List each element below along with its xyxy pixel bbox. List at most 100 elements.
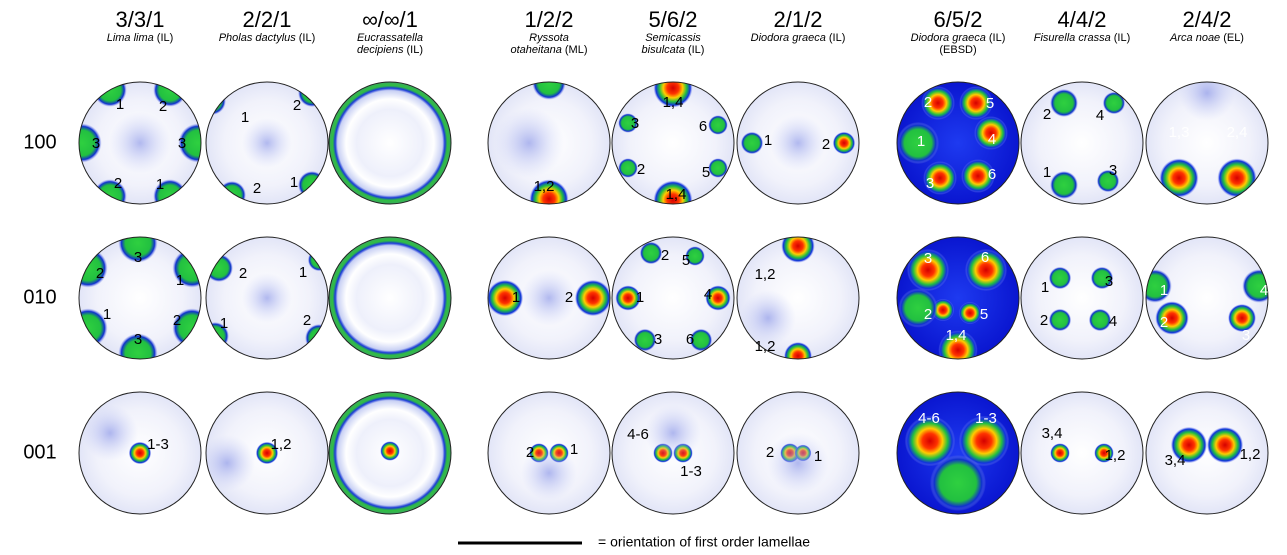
density-spot [1050,443,1070,463]
density-spot [832,131,856,155]
column-header: 5/6/2 Semicassis bisulcata (IL) [628,8,718,57]
pole-label: 2,4 [1227,124,1248,141]
pole-label: 2 [661,247,669,264]
density-spot [206,87,226,115]
pole-figure: 2 1 1 2 [205,236,329,360]
pole-label: 1-3 [680,463,702,480]
pole-label: 1 [917,133,925,150]
pole-label: 3 [926,175,934,192]
species-line: Diodora graeca (IL) [728,32,868,44]
density-spot [82,405,138,461]
method: (IL) [298,32,316,44]
pole-figure-content [1146,392,1268,514]
species-line: Diodora graeca (IL) [888,32,1028,44]
pole-figure-content [612,392,734,514]
pole-label: 4 [1096,107,1104,124]
density-spot [921,86,955,120]
species-line: Pholas dactylus (IL) [197,32,337,44]
pole-label: 1,2 [1105,447,1126,464]
column-header: 2/2/1 Pholas dactylus (IL) [197,8,337,45]
pole-figure-content [1021,82,1143,204]
pole-label: 1,4 [663,94,684,111]
pole-label: 1,2 [1240,446,1261,463]
pole-figure: 4-6 1-3 [896,391,1020,515]
pole-label: 2 [159,98,167,115]
pole-label: 4-6 [918,410,940,427]
density-spot [685,246,705,266]
pole-label: 1 [299,264,307,281]
method: (IL) [687,44,705,56]
pole-figure: 1,2 [205,391,329,515]
pole-label: 3 [178,135,186,152]
density-spot [109,112,171,174]
pole-figure-content [79,237,201,359]
pole-label: 3 [924,250,932,267]
pole-figure [328,391,452,515]
pole-figure-content [1146,237,1268,359]
column-header: 2/4/2 Arca noae (EL) [1137,7,1277,45]
pole-label: 2 [293,97,301,114]
density-spot [931,298,955,322]
pole-label: 3,4 [1165,452,1186,469]
pole-outline [487,236,611,360]
pole-figure-content [79,82,201,204]
pole-label: 4 [988,131,996,148]
density-spot [965,249,1007,291]
pole-label: 1 [636,289,644,306]
density-spot [172,248,201,288]
pole-figure-content [1146,82,1268,204]
species-line: Semicassis bisulcata (IL) [628,32,718,56]
row-label: 100 [23,131,56,153]
density-spot [961,159,995,193]
pole-label: 1-3 [975,410,997,427]
density-spot [904,415,956,467]
pole-outline [1145,236,1269,360]
pole-outline [78,391,202,515]
pole-outline [1020,81,1144,205]
pole-label: 1,4 [666,186,687,203]
density-spot [79,123,102,163]
pole-label: 1,2 [271,436,292,453]
pole-label: 2 [565,289,573,306]
pole-figure: 1 4 2 3 [1145,236,1269,360]
density-spot [128,441,152,465]
pole-label: 1 [1160,282,1168,299]
density-spot [529,179,569,204]
density-spot [930,455,986,511]
pole-label: 2 [1043,106,1051,123]
pole-figure-content [897,82,1019,204]
pole-label: 2 [303,312,311,329]
species-line: Arca noae (EL) [1137,32,1277,44]
pole-outline [736,81,860,205]
density-spot [488,279,524,317]
species-line: Lima lima (IL) [70,32,210,44]
density-spot [959,86,993,120]
density-spot [740,131,764,155]
pole-figure-content [329,237,451,359]
density-spot [708,115,728,135]
density-spot [770,115,826,171]
ratio: 2/4/2 [1182,7,1232,32]
species: Lima lima [106,32,154,44]
density-spot [1155,301,1189,335]
pole-label: 6 [699,118,707,135]
density-spot [907,249,949,291]
species: Semicassis bisulcata [641,32,701,56]
pole-label: 3 [1242,327,1250,344]
pole-outline [1145,391,1269,515]
density-spot [645,405,701,461]
density-spot [521,270,577,326]
pole-figure-content [329,392,451,514]
pole-label: 1 [814,448,822,465]
pole-outline [736,391,860,515]
row-label: 010 [23,286,56,308]
pole-figure-content [1021,237,1143,359]
density-spot [532,82,566,100]
pole-label: 4 [704,286,712,303]
pole-figure-content [897,237,1019,359]
method: (IL) [828,32,846,44]
pole-figure [328,81,452,205]
pole-label: 1 [220,315,228,332]
pole-outline [205,391,329,515]
